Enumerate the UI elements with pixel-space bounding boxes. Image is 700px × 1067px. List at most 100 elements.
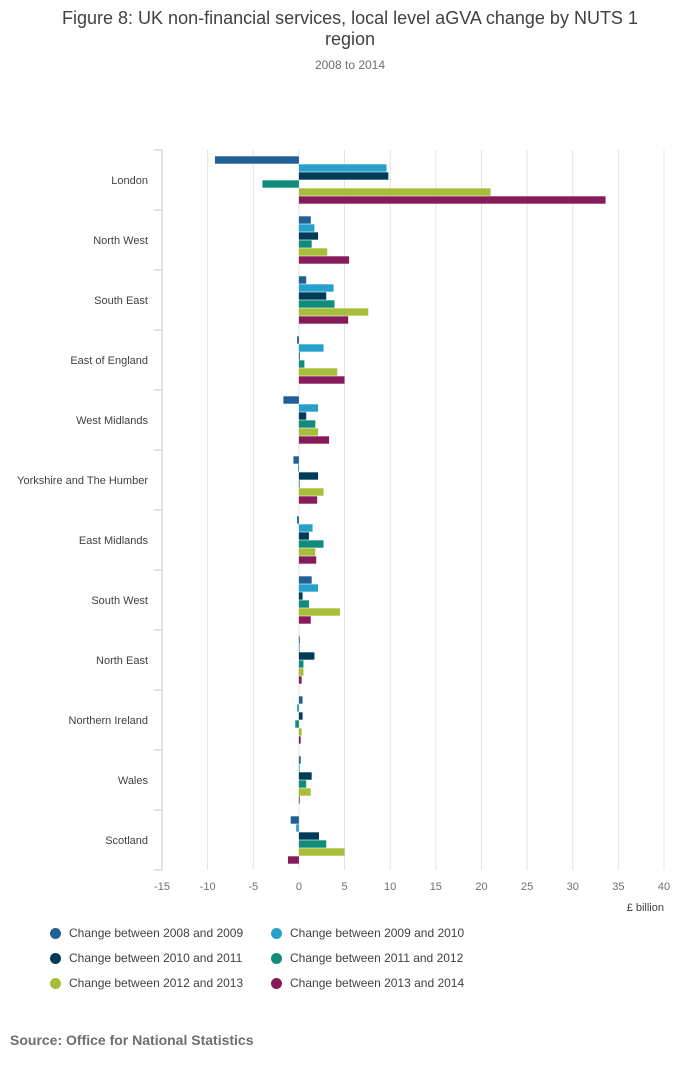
bar bbox=[298, 172, 389, 180]
bar bbox=[298, 420, 316, 428]
bar bbox=[298, 496, 318, 504]
legend-swatch bbox=[50, 952, 61, 964]
category-label: London bbox=[111, 175, 148, 187]
legend-item: Change between 2009 and 2010 bbox=[271, 926, 464, 940]
category-label: Wales bbox=[118, 775, 149, 787]
x-tick-label: 40 bbox=[658, 881, 670, 893]
bar bbox=[287, 856, 299, 864]
x-tick-label: 5 bbox=[341, 881, 347, 893]
x-tick-label: 15 bbox=[430, 881, 442, 893]
x-tick-label: 20 bbox=[475, 881, 487, 893]
category-label: East Midlands bbox=[79, 535, 149, 547]
x-tick-label: 35 bbox=[612, 881, 624, 893]
bar bbox=[298, 352, 300, 360]
bar bbox=[298, 524, 313, 532]
bar bbox=[298, 488, 324, 496]
bar bbox=[290, 816, 299, 824]
legend-item: Change between 2008 and 2009 bbox=[50, 926, 243, 940]
bar bbox=[298, 248, 328, 256]
chart-title: Figure 8: UK non-financial services, loc… bbox=[62, 8, 638, 49]
category-label: Scotland bbox=[105, 835, 148, 847]
bar bbox=[298, 840, 327, 848]
bar bbox=[295, 720, 299, 728]
bar bbox=[298, 376, 345, 384]
legend-label: Change between 2008 and 2009 bbox=[69, 926, 244, 940]
bar bbox=[298, 196, 606, 204]
bar bbox=[298, 428, 319, 436]
x-tick-label: 25 bbox=[521, 881, 533, 893]
bar bbox=[298, 780, 307, 788]
legend-label: Change between 2009 and 2010 bbox=[290, 926, 465, 940]
bar bbox=[298, 480, 300, 488]
bar bbox=[298, 616, 311, 624]
bar bbox=[298, 308, 369, 316]
bar bbox=[298, 548, 316, 556]
chart-subtitle: 2008 to 2014 bbox=[314, 58, 386, 72]
bar bbox=[298, 660, 304, 668]
bar bbox=[298, 556, 317, 564]
category-label: North East bbox=[96, 655, 148, 667]
bar bbox=[298, 360, 305, 368]
source-note: Source: Office for National Statistics bbox=[10, 1032, 254, 1048]
bar bbox=[298, 232, 319, 240]
legend-swatch bbox=[50, 927, 61, 939]
legend-item: Change between 2013 and 2014 bbox=[271, 976, 464, 990]
bar bbox=[298, 276, 307, 284]
x-tick-label: -10 bbox=[200, 881, 216, 893]
category-label: Yorkshire and The Humber bbox=[17, 475, 148, 487]
bar bbox=[298, 540, 324, 548]
bar-chart: -15 -10 -5 0 5 10 15 20 25 30 35 40 London North West… bbox=[17, 149, 670, 914]
bar bbox=[298, 472, 319, 480]
legend-label: Change between 2010 and 2011 bbox=[69, 951, 243, 965]
bar bbox=[298, 676, 302, 684]
bar bbox=[293, 456, 299, 464]
legend-label: Change between 2013 and 2014 bbox=[290, 976, 465, 990]
bar bbox=[298, 576, 312, 584]
category-label: West Midlands bbox=[76, 415, 148, 427]
x-axis-label: £ billion bbox=[627, 902, 664, 914]
category-label: Northern Ireland bbox=[69, 715, 149, 727]
bar bbox=[298, 644, 300, 652]
bar bbox=[298, 756, 301, 764]
bar bbox=[298, 788, 311, 796]
legend-swatch bbox=[271, 977, 282, 989]
bar bbox=[298, 832, 319, 840]
category-label: North West bbox=[93, 235, 148, 247]
legend-item: Change between 2011 and 2012 bbox=[271, 951, 463, 965]
bar bbox=[298, 652, 315, 660]
category-label: South West bbox=[91, 595, 148, 607]
legend-swatch bbox=[271, 952, 282, 964]
bar bbox=[298, 600, 309, 608]
x-tick-label: 0 bbox=[296, 881, 302, 893]
bar bbox=[298, 848, 345, 856]
bar bbox=[283, 396, 299, 404]
bar bbox=[298, 712, 303, 720]
x-tick-label: 10 bbox=[384, 881, 396, 893]
bar bbox=[298, 584, 319, 592]
category-label: East of England bbox=[70, 355, 148, 367]
bar bbox=[298, 404, 319, 412]
bar bbox=[297, 704, 299, 712]
bar bbox=[214, 156, 299, 164]
bar bbox=[298, 796, 300, 804]
legend-label: Change between 2011 and 2012 bbox=[290, 951, 464, 965]
bar bbox=[298, 668, 304, 676]
x-tick-label: 30 bbox=[567, 881, 579, 893]
category-label: South East bbox=[94, 295, 148, 307]
bar bbox=[262, 180, 299, 188]
bar bbox=[298, 736, 301, 744]
bar bbox=[298, 188, 491, 196]
legend-item: Change between 2010 and 2011 bbox=[50, 951, 242, 965]
bar bbox=[298, 636, 300, 644]
bar bbox=[298, 436, 330, 444]
bar bbox=[298, 728, 302, 736]
bar bbox=[298, 764, 300, 772]
bar bbox=[297, 516, 299, 524]
bar bbox=[298, 592, 303, 600]
bar bbox=[298, 316, 349, 324]
bar bbox=[298, 256, 350, 264]
bar bbox=[298, 368, 338, 376]
bar bbox=[297, 464, 299, 472]
x-tick-label: -15 bbox=[154, 881, 170, 893]
bar bbox=[298, 240, 312, 248]
